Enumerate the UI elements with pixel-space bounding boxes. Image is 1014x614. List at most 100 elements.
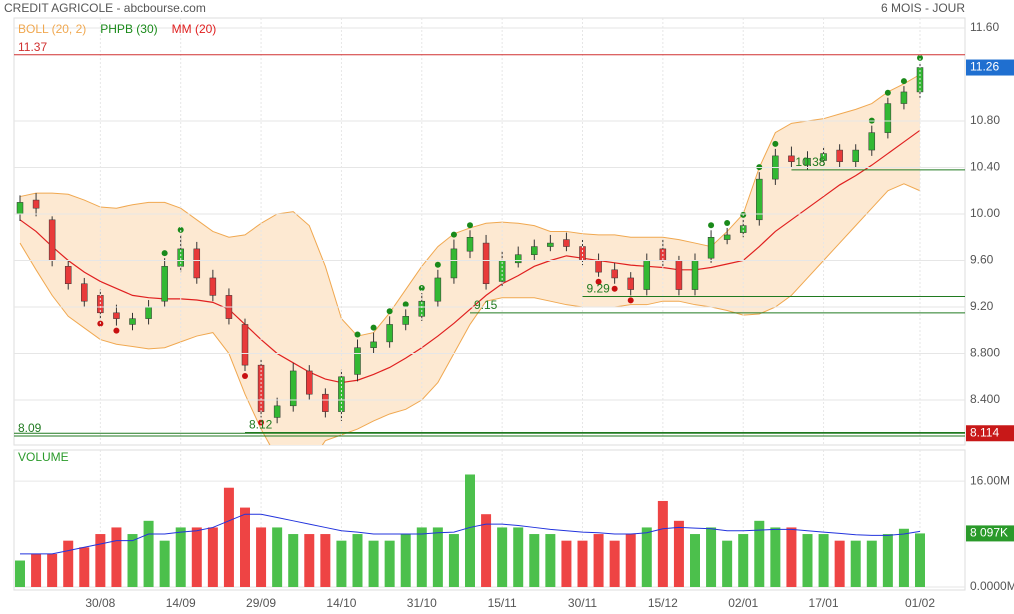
volume-bar [465,474,475,587]
candle-body [306,370,313,395]
level-label: 9.29 [587,282,611,296]
phpb-high [354,331,361,338]
y-tick-label: 10.80 [970,113,1000,127]
volume-bar [513,527,524,587]
volume-bar [481,514,492,587]
y-tick-label: 8.400 [970,392,1000,406]
candle-body [611,269,618,279]
volume-bar [866,540,877,587]
volume-bar [47,553,58,587]
phpb-high [370,324,377,331]
x-tick-label: 01/02 [905,596,935,610]
volume-bar [256,527,267,587]
y-tick-label: 10.00 [970,206,1000,220]
volume-bar [143,520,154,587]
candle-body [386,324,393,343]
volume-bar [529,534,540,587]
volume-bar [304,534,315,587]
level-label: 11.37 [18,40,47,54]
volume-bar [497,527,508,587]
volume-bar [641,527,652,587]
volume-bar [898,528,909,587]
phpb-high [900,78,907,85]
x-tick-label: 30/11 [568,596,597,610]
phpb-high [434,261,441,268]
level-label: 9.15 [474,298,498,312]
phpb-high [917,54,923,61]
last-price-label: 11.26 [970,60,999,74]
volume-bar [915,533,925,587]
candle-body [756,178,763,221]
candle-body [900,91,908,104]
volume-bar [31,553,42,587]
volume-bar [432,527,443,587]
candle-body [322,393,329,412]
level-label: 10.38 [795,155,825,169]
candle-body [48,219,56,261]
candle-body [418,300,426,317]
candle-body [739,225,747,233]
phpb-high [177,226,184,233]
phpb-low [242,372,248,379]
candle-body [64,266,72,285]
chart-title: CREDIT AGRICOLE - abcbourse.com [4,1,206,15]
boll-lower [19,183,921,445]
volume-bar [288,534,299,587]
y-tick-label: 0.0000M [970,579,1014,593]
candle-body [273,405,281,418]
candle-body [482,242,490,285]
phpb-high [418,285,425,292]
y-tick-label: 16.00M [970,473,1010,487]
phpb-low [595,278,602,285]
candle-body [145,306,152,319]
phpb-high [161,250,168,257]
volume-bar [95,534,106,587]
x-tick-label: 15/12 [648,596,678,610]
candle-body [354,347,361,375]
volume-bar [561,540,572,587]
volume-bar [191,527,202,587]
volume-bar [786,527,797,587]
candle-body [675,260,683,290]
last-price-box [966,59,1014,76]
volume-bar [625,534,636,587]
candle-body [531,246,538,255]
legend-entry: PHPB (30) [100,22,157,36]
candle-body [836,149,843,162]
volume-box [966,525,1014,542]
volume-bar [577,540,588,587]
volume-average [20,513,921,555]
level-label: 8.09 [18,421,42,435]
x-tick-label: 29/09 [246,596,276,610]
candle-body [804,157,811,166]
phpb-high [884,89,891,96]
candle-body [868,132,876,151]
volume-bar [240,507,250,587]
x-tick-label: 30/08 [85,596,115,610]
volume-bar [738,534,749,587]
candle-body [691,260,699,290]
volume-bar [111,527,122,587]
volume-bar [336,540,347,587]
volume-bar [272,527,283,587]
candle-body [113,312,120,319]
volume-bar [754,520,765,587]
volume-bar [593,534,604,587]
volume-bar [207,527,218,587]
candle-body [289,370,297,407]
volume-label: 8 097K [970,526,1008,540]
mm-line [19,129,921,384]
y-tick-label: 8.800 [970,346,1000,360]
candle-body [129,318,136,325]
candle-body [788,155,795,162]
phpb-high [724,219,731,226]
phpb-low [611,285,618,292]
candle-body [707,237,715,259]
candle-body [595,260,602,273]
phpb-high [386,308,393,315]
candle-body [209,277,217,296]
legend-entry: BOLL (20, 2) [18,22,86,36]
x-tick-label: 14/09 [166,596,196,610]
candle-body [161,266,168,302]
candle-body [563,239,570,247]
